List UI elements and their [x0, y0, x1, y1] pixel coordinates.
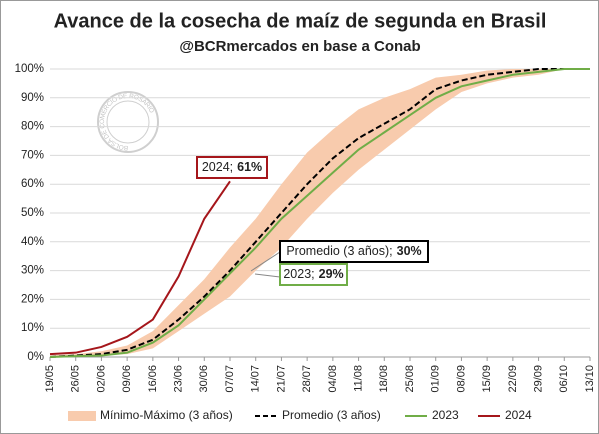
series-line	[49, 68, 590, 358]
x-tick-label: 29/09	[532, 365, 544, 393]
y-tick-label: 70%	[21, 149, 44, 161]
legend-label: Promedio (3 años)	[282, 408, 381, 422]
y-tick-label: 80%	[21, 121, 44, 133]
annotation-leader	[250, 251, 281, 272]
annotation-text: 2023; 29%	[283, 267, 343, 281]
y-tick-label: 60%	[21, 178, 44, 190]
y-tick-label: 30%	[21, 265, 44, 277]
legend-label: 2024	[505, 408, 532, 422]
y-tick-label: 90%	[21, 92, 44, 104]
chart-subtitle: @BCRmercados en base a Conab	[179, 38, 420, 55]
x-tick-label: 22/09	[507, 365, 519, 393]
x-tick-label: 06/10	[558, 365, 570, 393]
series-line	[49, 68, 590, 358]
x-tick-label: 21/07	[275, 365, 287, 393]
annotation-label: 2024;	[202, 160, 233, 174]
y-tick-label: 50%	[21, 207, 44, 219]
annotation-value: 29%	[319, 267, 344, 281]
x-tick-label: 16/06	[147, 365, 159, 393]
x-tick-label: 07/07	[224, 365, 236, 393]
watermark-ring	[97, 91, 159, 153]
annotation-box	[279, 263, 348, 286]
legend-swatch	[68, 411, 96, 421]
annotation-box	[196, 156, 268, 179]
annotation-label: 2023;	[283, 267, 314, 281]
x-tick-label: 30/06	[198, 365, 210, 393]
x-tick-label: 25/08	[404, 365, 416, 393]
y-tick-label: 0%	[27, 351, 44, 363]
x-tick-label: 13/10	[584, 365, 596, 393]
y-tick-label: 10%	[21, 322, 44, 334]
x-tick-label: 11/08	[352, 365, 364, 392]
x-tick-label: 26/05	[70, 365, 82, 393]
y-tick-label: 100%	[15, 63, 44, 75]
annotation-leader	[254, 273, 281, 278]
y-tick-label: 20%	[21, 293, 44, 305]
x-tick-label: 19/05	[44, 365, 56, 393]
legend-label: Mínimo-Máximo (3 años)	[100, 408, 233, 422]
annotation-value: 61%	[237, 160, 262, 174]
x-tick-label: 23/06	[172, 365, 184, 393]
annotation-text: 2024; 61%	[202, 160, 262, 174]
x-tick-label: 02/06	[95, 365, 107, 393]
annotation-label: Promedio (3 años);	[286, 244, 392, 258]
x-tick-label: 18/08	[378, 365, 390, 393]
x-tick-label: 04/08	[327, 365, 339, 393]
chart-title: Avance de la cosecha de maíz de segunda …	[54, 10, 547, 32]
annotation-value: 30%	[397, 244, 422, 258]
y-tick-label: 40%	[21, 236, 44, 248]
annotation-text: Promedio (3 años); 30%	[286, 244, 421, 258]
x-tick-label: 28/07	[301, 365, 313, 393]
x-tick-label: 01/09	[430, 365, 442, 393]
x-tick-label: 15/09	[481, 365, 493, 393]
series-line	[49, 180, 231, 356]
x-tick-label: 14/07	[250, 365, 262, 393]
annotation-box	[279, 240, 429, 263]
x-tick-label: 08/09	[455, 365, 467, 393]
legend-label: 2023	[432, 408, 459, 422]
x-tick-label: 09/06	[121, 365, 133, 393]
watermark-ring	[106, 100, 150, 144]
